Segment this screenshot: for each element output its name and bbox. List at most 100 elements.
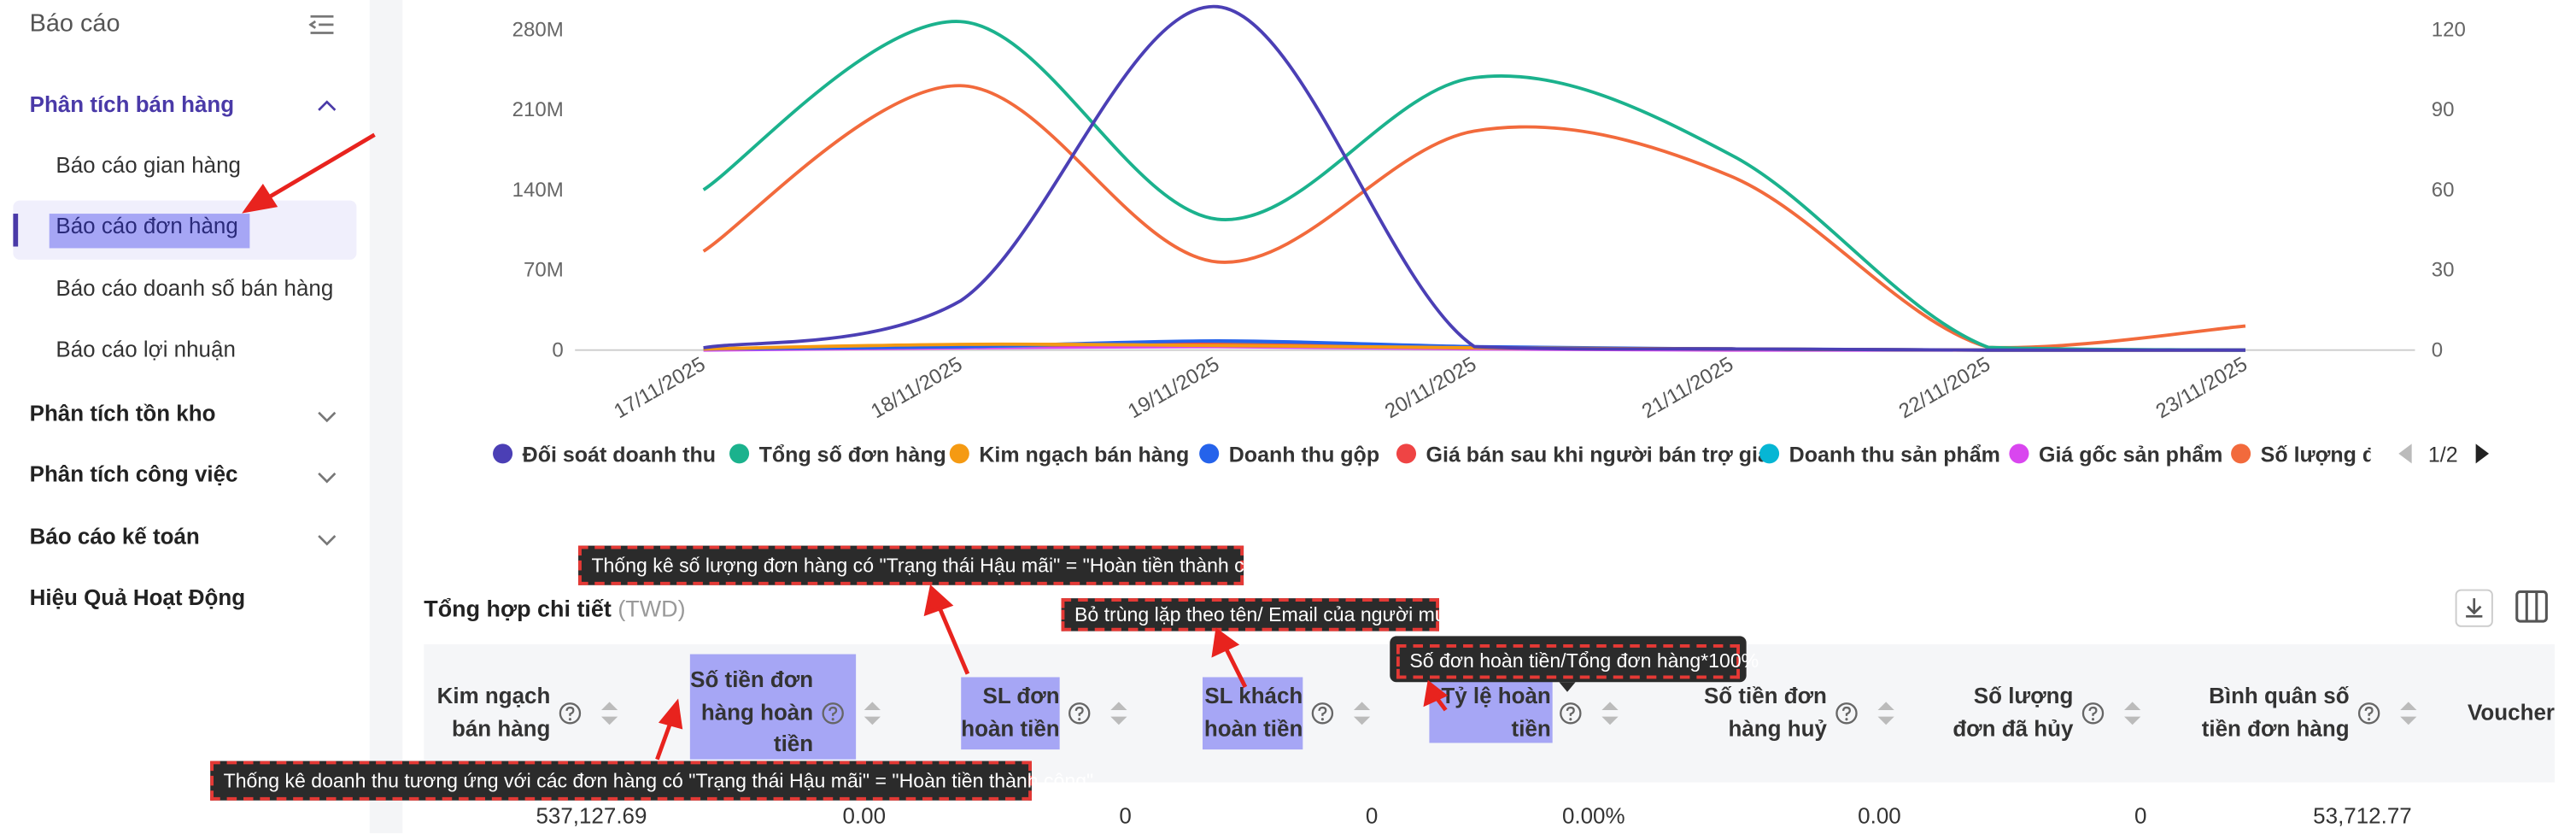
menu-group[interactable]: Phân tích công việc [29, 461, 238, 487]
help-icon [1560, 702, 1582, 725]
menu-item[interactable]: Báo cáo doanh số bán hàng [56, 275, 334, 301]
legend-next[interactable] [2475, 443, 2490, 464]
highlight [49, 214, 250, 249]
highlight [1429, 677, 1553, 743]
column-header: SL khách hoàn tiền [1203, 684, 1303, 741]
columns-icon[interactable] [2514, 589, 2550, 625]
cell: 0 [1365, 803, 1379, 829]
cell: 0.00% [1561, 803, 1625, 829]
legend-label: Doanh thu sản phẩm [1789, 443, 2000, 467]
legend-swatch [2009, 443, 2029, 464]
help-icon [1068, 702, 1091, 725]
menu-group[interactable]: Phân tích tồn kho [29, 400, 216, 426]
sort-icon[interactable] [1352, 698, 1372, 728]
legend-label: Đối soát doanh thu [523, 443, 716, 467]
column-header: Bình quân số tiền đơn hàng [2201, 684, 2350, 741]
table-unit: (TWD) [618, 595, 686, 622]
x-tick-label: 17/11/2025 [610, 353, 709, 424]
legend-swatch [1199, 443, 1220, 464]
cell: 537,127.69 [536, 803, 647, 829]
help-icon [2357, 702, 2380, 725]
selected-bar [13, 214, 19, 247]
cell: 0 [2134, 803, 2147, 829]
x-tick-label: 20/11/2025 [1381, 353, 1480, 424]
sort-icon[interactable] [600, 698, 619, 728]
download-icon[interactable] [2455, 589, 2494, 628]
y2-tick-label: 30 [2432, 259, 2455, 282]
sort-icon[interactable] [1876, 698, 1896, 728]
table-title: Tổng hợp chi tiết (TWD) [424, 595, 685, 621]
line [703, 4, 2245, 352]
legend-swatch [2231, 443, 2251, 464]
sort-icon[interactable] [1109, 698, 1128, 728]
help-icon [1311, 702, 1334, 725]
sort-icon[interactable] [2122, 698, 2142, 728]
annotation: Số đơn hoàn tiền/Tổng đơn hàng*100% [1396, 644, 1759, 679]
y-tick-label: 280M [512, 18, 564, 41]
legend-label: Tổng số đơn hàng [759, 443, 946, 467]
sort-icon[interactable] [863, 698, 882, 728]
sidebar-title: Báo cáo [29, 9, 120, 38]
legend-label: Giá bán sau khi người bán trợ giá [1426, 443, 1770, 467]
x-tick-label: 21/11/2025 [1638, 353, 1737, 424]
help-icon [2081, 702, 2105, 725]
column-header: Tỷ lệ hoàn tiền [1441, 684, 1551, 741]
x-tick-label: 23/11/2025 [2152, 353, 2251, 424]
help-icon [1835, 702, 1858, 725]
menu-group[interactable]: Hiệu Quả Hoạt Động [29, 584, 246, 610]
annotation: Thống kê doanh thu tương ứng với các đơn… [210, 761, 1093, 801]
legend-label: Giá gốc sản phẩm [2039, 443, 2222, 467]
cell: 53,712.77 [2313, 803, 2412, 829]
y2-tick-label: 90 [2432, 98, 2455, 121]
chevron-path [318, 473, 337, 484]
column-header: SL đơn hoàn tiền [961, 684, 1060, 741]
y-tick-label: 140M [512, 179, 564, 202]
menu-group[interactable]: Phân tích bán hàng [29, 91, 235, 117]
x-tick-label: 18/11/2025 [867, 353, 966, 424]
legend-label: Số lượng đơn [2261, 443, 2404, 467]
legend-label: Kim ngạch bán hàng [979, 443, 1189, 467]
table-title-text: Tổng hợp chi tiết [424, 595, 612, 622]
sort-icon[interactable] [1600, 698, 1619, 728]
help-icon [559, 702, 582, 725]
line [702, 84, 2246, 349]
menu-item[interactable]: Báo cáo đơn hàng [56, 214, 238, 238]
legend-swatch [1759, 443, 1780, 464]
help-icon [822, 702, 844, 725]
annotation: Bỏ trùng lặp theo tên/ Email của người m… [1061, 598, 1457, 631]
y2-tick-label: 120 [2432, 18, 2466, 41]
legend-swatch [729, 443, 750, 464]
menu-group[interactable]: Báo cáo kế toán [29, 523, 200, 549]
line [702, 20, 2245, 352]
y-tick-label: 0 [552, 338, 563, 361]
column-header: Số lượng đơn đã hủy [1952, 684, 2074, 741]
column-header: Số tiền đơn hàng hoàn tiền [690, 667, 814, 756]
chart: Đối soát doanh thu Tổng số đơn hàng Kim ng… [493, 4, 2490, 467]
chevron-path [318, 410, 337, 422]
column-header: Kim ngạch bán hàng [436, 684, 551, 741]
y-tick-label: 70M [524, 259, 564, 282]
legend-swatch [949, 443, 969, 464]
legend: Đối soát doanh thu Tổng số đơn hàng Kim ng… [493, 443, 2404, 467]
legend-prev[interactable] [2398, 443, 2412, 464]
cell: 0.00 [842, 803, 887, 829]
tooltip-tip [1559, 682, 1576, 692]
menu-item[interactable]: Báo cáo lợi nhuận [56, 337, 236, 362]
y2-tick-label: 0 [2432, 338, 2443, 361]
highlight [961, 677, 1060, 750]
highlight [689, 654, 857, 760]
y2-tick-label: 60 [2432, 179, 2455, 202]
menu-item[interactable]: Báo cáo gian hàng [56, 151, 241, 177]
cell: 0 [1119, 803, 1132, 829]
column-header: Voucher [2468, 700, 2555, 725]
chevron-path [318, 100, 337, 111]
chevron [318, 410, 337, 422]
sort-icon[interactable] [2398, 698, 2418, 728]
column-header: Số tiền đơn hàng huỷ [1703, 684, 1827, 741]
chevron [318, 534, 337, 545]
x-tick-label: 22/11/2025 [1895, 353, 1994, 424]
legend-swatch [1396, 443, 1417, 464]
chevron [318, 100, 337, 111]
collapse-icon[interactable] [308, 13, 336, 36]
